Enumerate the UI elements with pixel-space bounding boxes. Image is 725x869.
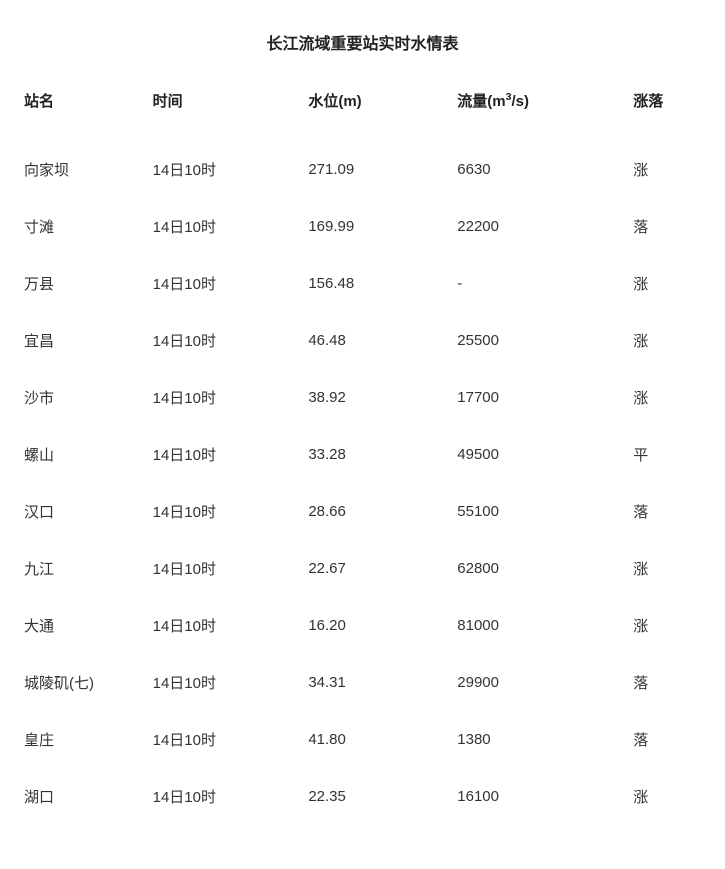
cell-time: 14日10时 [153, 312, 309, 369]
cell-station-name: 皇庄 [24, 711, 153, 768]
cell-station-name: 螺山 [24, 426, 153, 483]
cell-station-name: 万县 [24, 255, 153, 312]
cell-trend: 落 [633, 654, 701, 711]
cell-flow-rate: 25500 [457, 312, 633, 369]
table-title: 长江流域重要站实时水情表 [24, 30, 701, 54]
cell-time: 14日10时 [153, 255, 309, 312]
cell-water-level: 22.67 [308, 540, 457, 597]
table-row: 城陵矶(七)14日10时34.3129900落 [24, 654, 701, 711]
cell-water-level: 16.20 [308, 597, 457, 654]
header-time: 时间 [153, 90, 309, 141]
cell-time: 14日10时 [153, 141, 309, 198]
cell-trend: 涨 [633, 141, 701, 198]
cell-time: 14日10时 [153, 711, 309, 768]
water-level-table: 站名 时间 水位(m) 流量(m3/s) 涨落 向家坝14日10时271.096… [24, 90, 701, 825]
cell-trend: 涨 [633, 540, 701, 597]
table-row: 向家坝14日10时271.096630涨 [24, 141, 701, 198]
table-row: 九江14日10时22.6762800涨 [24, 540, 701, 597]
cell-station-name: 向家坝 [24, 141, 153, 198]
cell-station-name: 寸滩 [24, 198, 153, 255]
cell-time: 14日10时 [153, 369, 309, 426]
table-row: 沙市14日10时38.9217700涨 [24, 369, 701, 426]
cell-water-level: 28.66 [308, 483, 457, 540]
header-trend: 涨落 [633, 90, 701, 141]
cell-time: 14日10时 [153, 426, 309, 483]
cell-trend: 平 [633, 426, 701, 483]
cell-trend: 落 [633, 711, 701, 768]
table-row: 大通14日10时16.2081000涨 [24, 597, 701, 654]
cell-time: 14日10时 [153, 597, 309, 654]
cell-flow-rate: 81000 [457, 597, 633, 654]
cell-station-name: 沙市 [24, 369, 153, 426]
cell-trend: 涨 [633, 312, 701, 369]
cell-water-level: 46.48 [308, 312, 457, 369]
cell-trend: 涨 [633, 597, 701, 654]
table-row: 皇庄14日10时41.801380落 [24, 711, 701, 768]
cell-water-level: 22.35 [308, 768, 457, 825]
cell-flow-rate: 17700 [457, 369, 633, 426]
cell-flow-rate: 55100 [457, 483, 633, 540]
cell-flow-rate: 1380 [457, 711, 633, 768]
header-water-level: 水位(m) [308, 90, 457, 141]
table-row: 湖口14日10时22.3516100涨 [24, 768, 701, 825]
header-flow-rate: 流量(m3/s) [457, 90, 633, 141]
cell-time: 14日10时 [153, 768, 309, 825]
cell-water-level: 271.09 [308, 141, 457, 198]
cell-flow-rate: 62800 [457, 540, 633, 597]
table-row: 螺山14日10时33.2849500平 [24, 426, 701, 483]
cell-station-name: 城陵矶(七) [24, 654, 153, 711]
cell-trend: 涨 [633, 369, 701, 426]
cell-time: 14日10时 [153, 483, 309, 540]
table-header-row: 站名 时间 水位(m) 流量(m3/s) 涨落 [24, 90, 701, 141]
cell-water-level: 41.80 [308, 711, 457, 768]
cell-water-level: 33.28 [308, 426, 457, 483]
cell-station-name: 大通 [24, 597, 153, 654]
cell-time: 14日10时 [153, 540, 309, 597]
cell-time: 14日10时 [153, 198, 309, 255]
cell-water-level: 169.99 [308, 198, 457, 255]
cell-trend: 落 [633, 198, 701, 255]
cell-water-level: 38.92 [308, 369, 457, 426]
cell-flow-rate: 6630 [457, 141, 633, 198]
cell-station-name: 九江 [24, 540, 153, 597]
cell-trend: 涨 [633, 768, 701, 825]
header-station-name: 站名 [24, 90, 153, 141]
cell-station-name: 宜昌 [24, 312, 153, 369]
cell-water-level: 156.48 [308, 255, 457, 312]
cell-time: 14日10时 [153, 654, 309, 711]
cell-flow-rate: 49500 [457, 426, 633, 483]
cell-flow-rate: - [457, 255, 633, 312]
table-body: 向家坝14日10时271.096630涨寸滩14日10时169.9922200落… [24, 141, 701, 825]
cell-trend: 涨 [633, 255, 701, 312]
table-row: 宜昌14日10时46.4825500涨 [24, 312, 701, 369]
table-row: 万县14日10时156.48-涨 [24, 255, 701, 312]
cell-trend: 落 [633, 483, 701, 540]
cell-flow-rate: 22200 [457, 198, 633, 255]
cell-water-level: 34.31 [308, 654, 457, 711]
table-row: 汉口14日10时28.6655100落 [24, 483, 701, 540]
cell-station-name: 汉口 [24, 483, 153, 540]
table-row: 寸滩14日10时169.9922200落 [24, 198, 701, 255]
cell-station-name: 湖口 [24, 768, 153, 825]
cell-flow-rate: 16100 [457, 768, 633, 825]
cell-flow-rate: 29900 [457, 654, 633, 711]
